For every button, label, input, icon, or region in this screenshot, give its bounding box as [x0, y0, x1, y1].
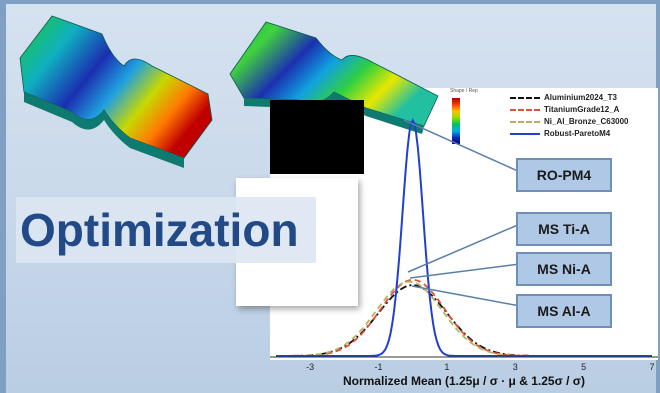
legend-swatch	[510, 133, 540, 135]
top-border	[0, 0, 660, 4]
leader-ro-pm4	[403, 119, 521, 173]
legend-label: Aluminium2024_T3	[544, 93, 617, 102]
mesh-render-left	[19, 15, 213, 168]
leader-ms-ni-a	[409, 263, 521, 279]
right-border	[656, 0, 660, 393]
legend-swatch	[510, 97, 540, 99]
colorbar-title: Shape / Rep	[450, 88, 478, 94]
x-tick-label: 3	[512, 362, 518, 372]
chart-legend: Aluminium2024_T3 TitaniumGrade12_A Ni_Al_B…	[510, 92, 656, 140]
legend-entry: TitaniumGrade12_A	[510, 104, 656, 116]
colorbar	[452, 98, 460, 144]
legend-swatch	[510, 121, 540, 123]
callout-ms-ti-a: MS Ti-A	[516, 212, 612, 246]
slide-title: Optimization	[20, 204, 299, 256]
x-tick-label: 1	[444, 362, 450, 372]
x-tick-label: 7	[649, 362, 655, 372]
legend-entry: Robust-ParetoM4	[510, 128, 656, 140]
distribution-chart	[270, 118, 658, 358]
legend-label: TitaniumGrade12_A	[544, 105, 620, 114]
series-line-3	[276, 118, 652, 357]
callout-ms-al-a: MS Al-A	[516, 294, 612, 328]
left-border	[0, 0, 6, 393]
legend-entry: Ni_Al_Bronze_C63000	[510, 116, 656, 128]
x-axis-label-text: Normalized Mean (1.25μ / σ · μ & 1.25σ /…	[342, 374, 586, 388]
title-backdrop	[16, 197, 316, 263]
legend-label: Robust-ParetoM4	[544, 129, 611, 138]
legend-label: Ni_Al_Bronze_C63000	[544, 117, 629, 126]
x-tick-label: 5	[581, 362, 587, 372]
leader-ms-ti-a	[407, 223, 521, 273]
callout-ro-pm4: RO-PM4	[516, 158, 612, 192]
legend-entry: Aluminium2024_T3	[510, 92, 656, 104]
legend-swatch	[510, 109, 540, 111]
curves-group	[270, 118, 658, 358]
dark-region	[270, 100, 364, 174]
callout-ms-ni-a: MS Ni-A	[516, 252, 612, 286]
leader-ms-al-a	[411, 285, 521, 307]
x-tick-label: -3	[306, 362, 315, 372]
x-axis-label: Normalized Mean (1.25μ / σ · μ & 1.25σ /…	[270, 374, 658, 388]
x-tick-label: -1	[374, 362, 383, 372]
